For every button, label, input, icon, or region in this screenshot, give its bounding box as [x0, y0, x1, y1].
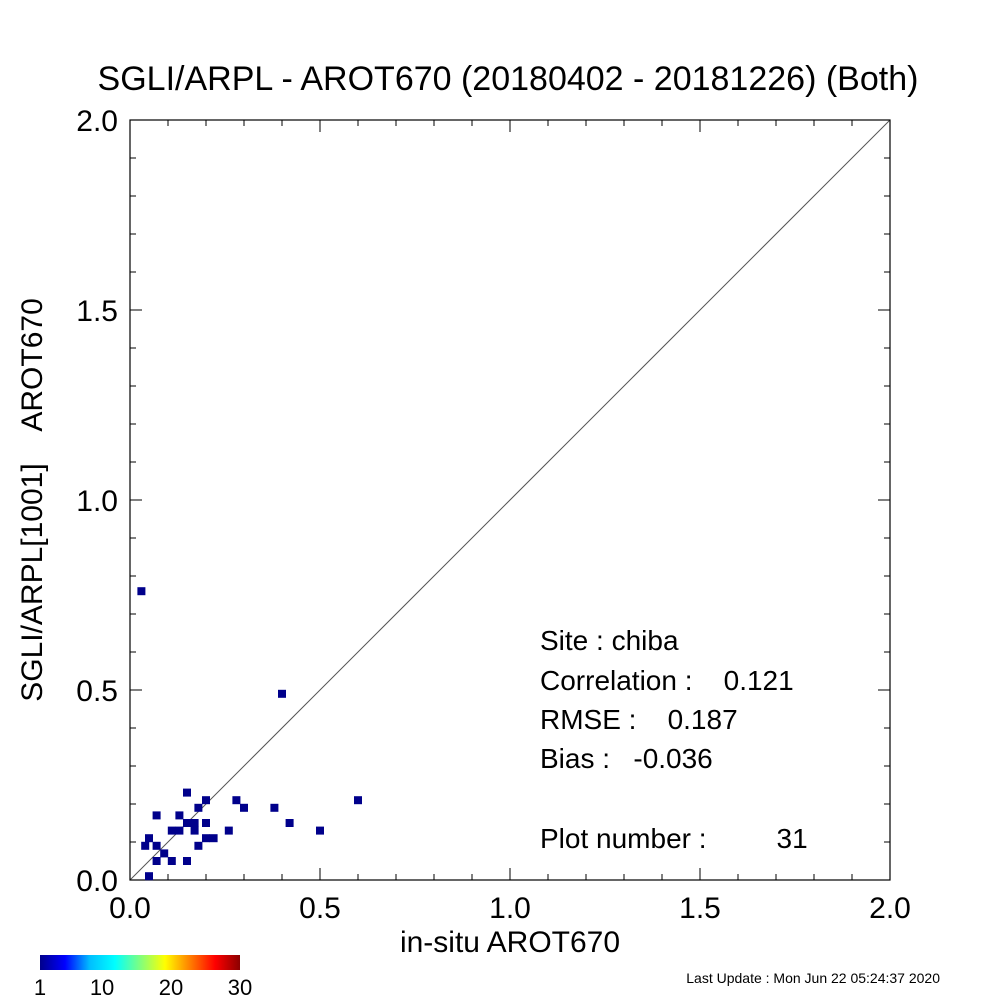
y-axis-label: SGLI/ARPL[1001] AROT670: [16, 298, 49, 702]
colorbar-tick-label: 1: [34, 975, 46, 1000]
y-tick-label: 0.0: [76, 865, 118, 898]
data-point: [145, 872, 153, 881]
x-tick-label: 1.0: [489, 892, 531, 925]
x-tick-label: 1.5: [679, 892, 721, 925]
colorbar-tick-labels: 1 10 20 30: [34, 975, 252, 1000]
data-point: [175, 811, 184, 820]
stat-site: Site : chiba: [540, 625, 679, 656]
data-point: [190, 826, 199, 835]
x-tick-label: 0.5: [299, 892, 341, 925]
y-tick-label: 1.5: [76, 295, 118, 328]
data-point: [316, 826, 324, 835]
x-tick-labels: 0.0 0.5 1.0 1.5 2.0: [109, 892, 911, 925]
data-point: [160, 849, 169, 858]
data-point: [202, 819, 210, 827]
colorbar-tick-label: 10: [90, 975, 114, 1000]
data-point: [183, 819, 191, 827]
one-to-one-line: [129, 119, 891, 881]
x-axis-label: in-situ AROT670: [400, 926, 620, 959]
data-point: [167, 857, 176, 865]
y-tick-label: 0.5: [76, 675, 118, 708]
data-point: [209, 834, 218, 843]
data-point: [202, 834, 210, 843]
data-point: [175, 826, 184, 835]
colorbar-tick-label: 20: [159, 975, 183, 1000]
data-point: [183, 857, 191, 865]
data-point: [152, 857, 161, 865]
x-tick-label: 0.0: [109, 892, 151, 925]
y-tick-labels: 0.0 0.5 1.0 1.5 2.0: [76, 105, 118, 898]
data-point: [202, 796, 210, 805]
last-update-label: Last Update : Mon Jun 22 05:24:37 2020: [686, 970, 940, 986]
data-point: [240, 803, 248, 812]
data-point: [232, 796, 241, 805]
stat-plot-number: Plot number : 31: [540, 823, 808, 854]
data-point: [278, 689, 286, 698]
data-point: [194, 803, 203, 812]
data-point: [152, 841, 161, 850]
colorbar: 1 10 20 30: [34, 955, 252, 1000]
data-point: [137, 587, 146, 596]
data-point: [141, 841, 150, 850]
y-tick-label: 2.0: [76, 105, 118, 138]
data-point: [190, 819, 199, 827]
data-points: [137, 587, 362, 881]
chart-title: SGLI/ARPL - AROT670 (20180402 - 20181226…: [98, 60, 919, 98]
stat-bias: Bias : -0.036: [540, 743, 713, 774]
data-point: [183, 788, 191, 797]
data-point: [145, 834, 153, 843]
data-point: [285, 819, 294, 827]
y-tick-label: 1.0: [76, 485, 118, 518]
stat-rmse: RMSE : 0.187: [540, 704, 738, 735]
x-tick-label: 2.0: [869, 892, 911, 925]
data-point: [194, 841, 203, 850]
data-point: [224, 826, 233, 835]
axis-ticks: [129, 119, 891, 881]
stats-annotation: Site : chiba Correlation : 0.121 RMSE : …: [540, 625, 808, 854]
stat-correlation: Correlation : 0.121: [540, 665, 794, 696]
data-point: [152, 811, 161, 820]
data-point: [354, 796, 362, 805]
colorbar-tick-label: 30: [228, 975, 252, 1000]
data-point: [270, 803, 279, 812]
colorbar-gradient: [40, 955, 240, 970]
data-point: [167, 826, 176, 835]
